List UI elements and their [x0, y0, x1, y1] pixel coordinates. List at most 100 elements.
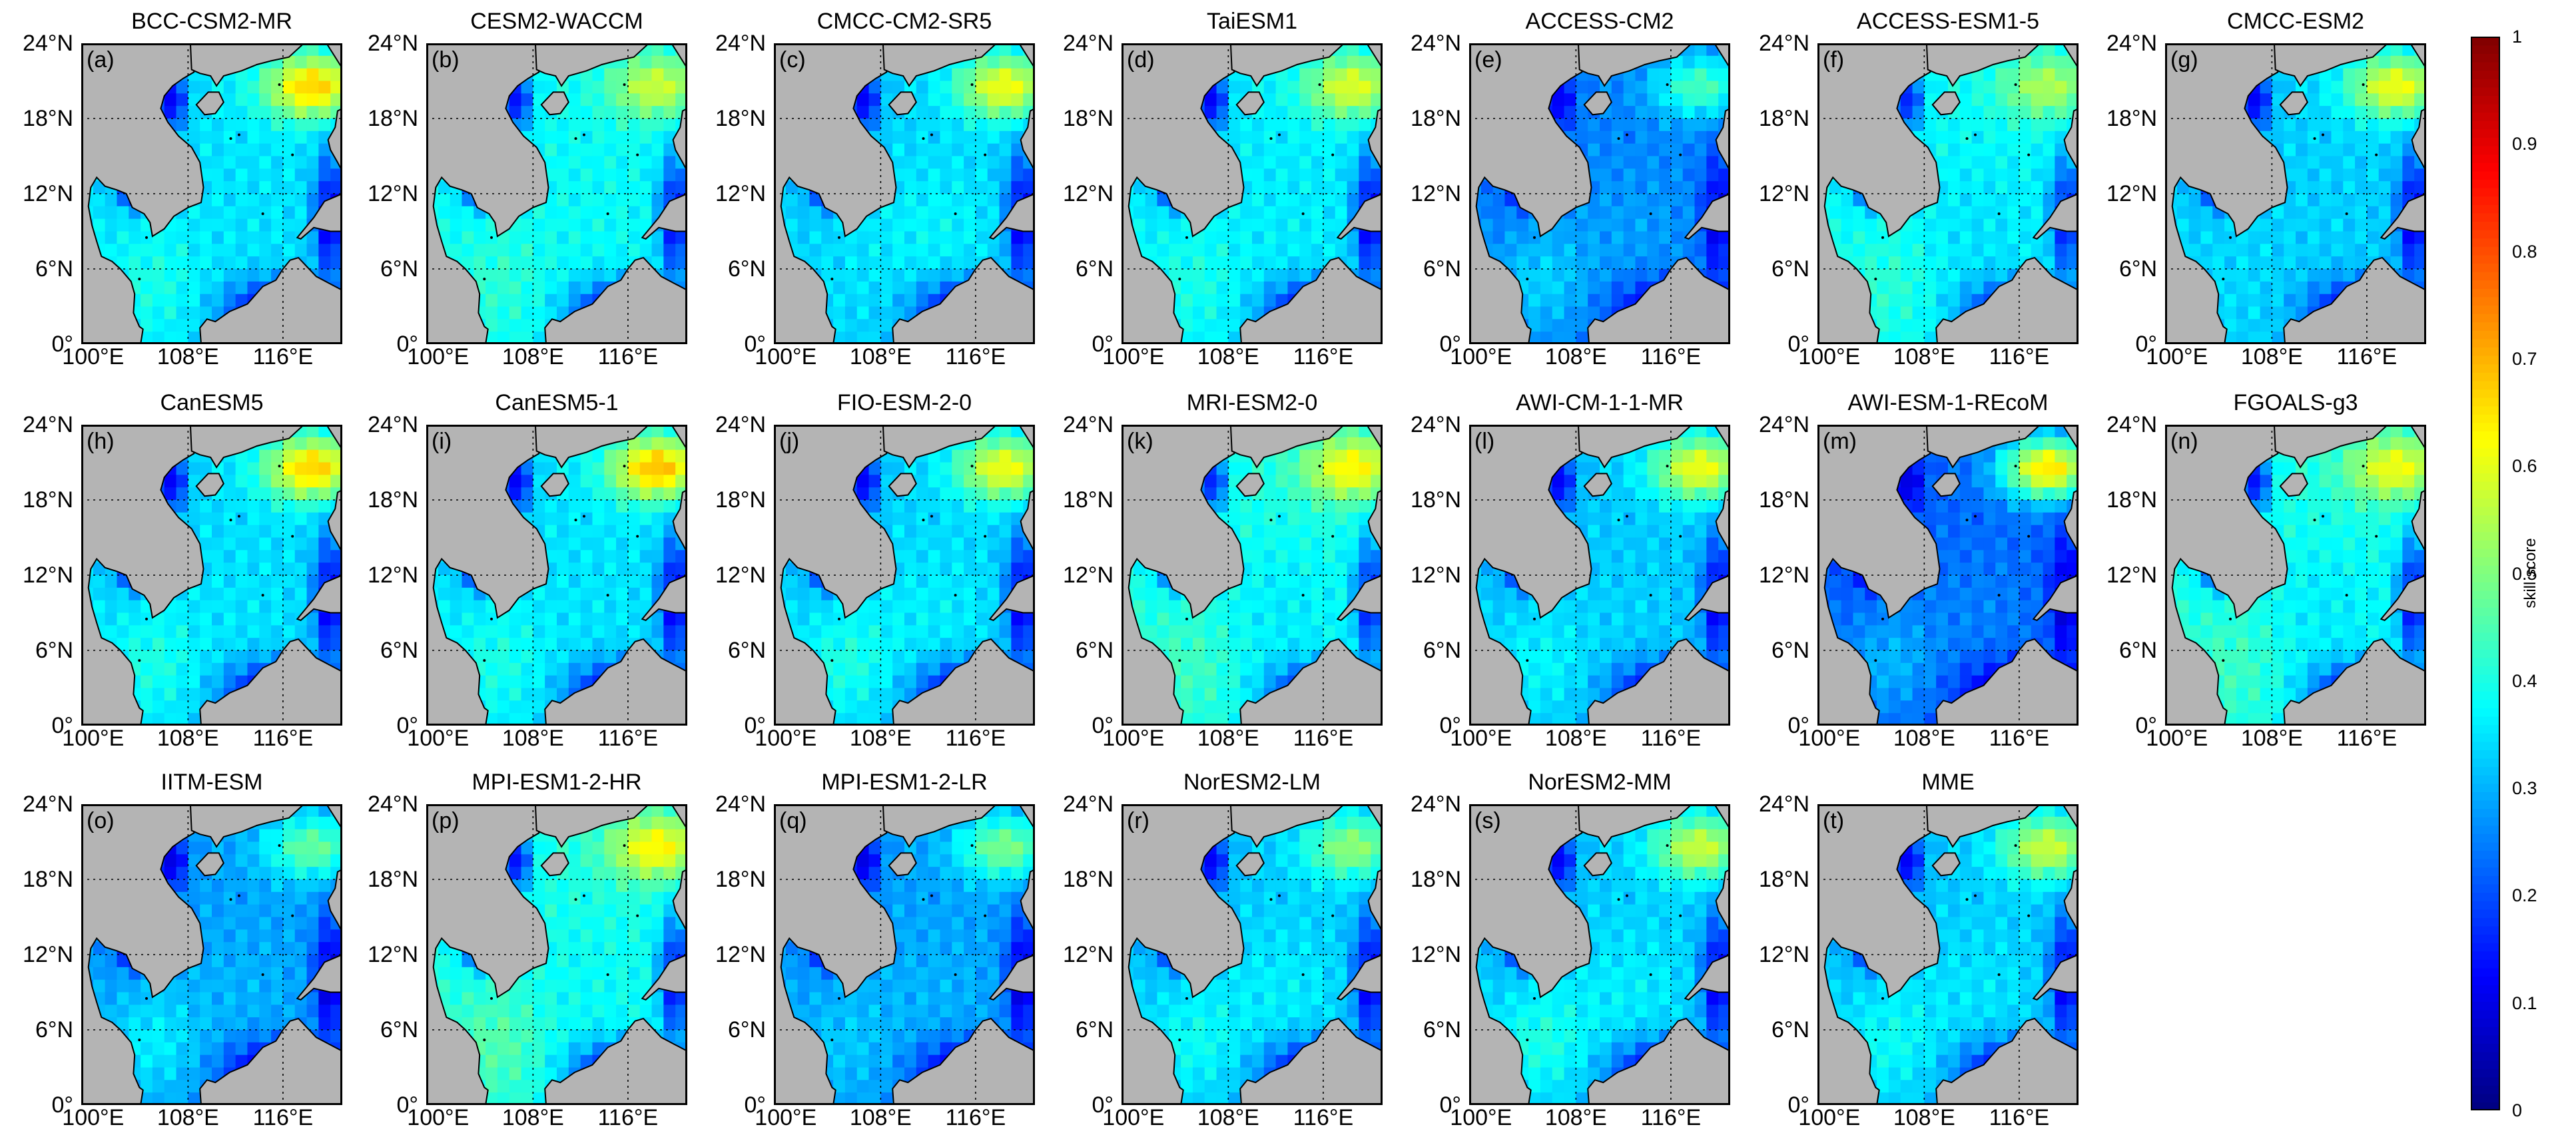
colorbar-gradient: [2471, 37, 2500, 1111]
latitude-tick-label: 6°N: [1423, 256, 1461, 282]
longitude-tick-label: 116°E: [597, 1105, 659, 1130]
latitude-tick-label: 6°N: [1075, 256, 1114, 282]
graticule: [1122, 43, 1383, 344]
longitude-tick-label: 108°E: [849, 344, 912, 369]
panel-title: ACCESS-ESM1-5: [1857, 9, 2039, 34]
map-panel: AWI-ESM-1-REcoM 24°N 18°N 12°N 6°N 0° 100°E 108…: [1736, 385, 2104, 759]
latitude-tick-label: 0°: [744, 1092, 766, 1118]
longitude-tick-label: 100°E: [2146, 344, 2208, 369]
map-frame: [1469, 804, 1730, 1105]
skill-score-map: (p): [426, 804, 687, 1105]
latitude-tick-label: 24°N: [23, 412, 73, 437]
colorbar-tick-label: 0.8: [2512, 241, 2537, 262]
latitude-tick-label: 12°N: [23, 563, 73, 588]
longitude-tick-label: 108°E: [2240, 344, 2303, 369]
panel-title: NorESM2-MM: [1528, 770, 1672, 795]
map-frame: [1469, 43, 1730, 344]
latitude-tick-label: 0°: [396, 332, 418, 357]
map-frame: [1817, 43, 2079, 344]
longitude-tick-label: 108°E: [157, 344, 219, 369]
graticule: [1469, 425, 1730, 726]
map-panel: MPI-ESM1-2-LR 24°N 18°N 12°N 6°N 0° 100°E 108°E…: [693, 764, 1060, 1138]
graticule: [1122, 425, 1383, 726]
latitude-tick-label: 24°N: [715, 412, 766, 437]
longitude-tick-label: 100°E: [62, 344, 125, 369]
panel-title: AWI-CM-1-1-MR: [1516, 390, 1684, 415]
longitude-tick-label: 108°E: [1197, 1105, 1259, 1130]
skill-score-map: (c): [774, 43, 1035, 344]
map-panel: NorESM2-MM 24°N 18°N 12°N 6°N 0° 100°E 108°E 116…: [1388, 764, 1756, 1138]
latitude-tick-label: 24°N: [368, 792, 418, 817]
map-panel: CanESM5-1 24°N 18°N 12°N 6°N 0° 100°E 108°E 116°…: [345, 385, 713, 759]
latitude-tick-label: 24°N: [1411, 412, 1461, 437]
colorbar-tick-label: 0.5: [2512, 563, 2537, 584]
skill-score-map: (m): [1817, 425, 2079, 726]
latitude-tick-label: 12°N: [368, 563, 418, 588]
graticule: [1469, 43, 1730, 344]
map-panel: FGOALS-g3 24°N 18°N 12°N 6°N 0° 100°E 108°E 116°…: [2084, 385, 2451, 759]
longitude-tick-label: 100°E: [1450, 1105, 1512, 1130]
graticule: [81, 43, 342, 344]
longitude-tick-label: 100°E: [62, 1105, 125, 1130]
panel-letter: (m): [1823, 429, 1857, 454]
latitude-tick-label: 6°N: [2118, 638, 2157, 663]
latitude-tick-label: 18°N: [2106, 106, 2157, 131]
latitude-tick-label: 24°N: [1759, 412, 1809, 437]
longitude-tick-label: 108°E: [1197, 726, 1259, 751]
latitude-tick-label: 0°: [744, 713, 766, 738]
colorbar-label: skill score: [2521, 538, 2539, 608]
latitude-tick-label: 0°: [1439, 713, 1461, 738]
latitude-tick-label: 12°N: [715, 181, 766, 206]
latitude-tick-label: 12°N: [715, 942, 766, 967]
longitude-tick-label: 108°E: [501, 726, 564, 751]
longitude-tick-label: 108°E: [501, 1105, 564, 1130]
latitude-tick-label: 12°N: [368, 181, 418, 206]
longitude-tick-label: 116°E: [945, 1105, 1006, 1130]
map-panel: TaiESM1 24°N 18°N 12°N 6°N 0° 100°E 108°E 116°E (…: [1040, 3, 1408, 377]
latitude-tick-label: 0°: [396, 713, 418, 738]
latitude-tick-label: 6°N: [1771, 1017, 1809, 1042]
panel-letter: (n): [2170, 429, 2198, 454]
graticule: [81, 425, 342, 726]
latitude-tick-label: 6°N: [727, 1017, 766, 1042]
latitude-tick-label: 12°N: [2106, 181, 2157, 206]
panel-title: BCC-CSM2-MR: [131, 9, 292, 34]
panel-letter: (q): [779, 808, 807, 833]
latitude-tick-label: 24°N: [2106, 412, 2157, 437]
colorbar-tick-label: 0.9: [2512, 134, 2537, 154]
map-frame: [2165, 425, 2426, 726]
colorbar-tick-label: 1: [2512, 27, 2523, 47]
latitude-tick-label: 12°N: [1411, 181, 1461, 206]
latitude-tick-label: 18°N: [1759, 106, 1809, 131]
panel-letter: (e): [1474, 47, 1502, 73]
longitude-tick-label: 100°E: [1450, 344, 1512, 369]
map-panel: ACCESS-CM2 24°N 18°N 12°N 6°N 0° 100°E 108°E 116…: [1388, 3, 1756, 377]
longitude-tick-label: 100°E: [407, 1105, 470, 1130]
longitude-tick-label: 100°E: [755, 344, 817, 369]
latitude-tick-label: 12°N: [715, 563, 766, 588]
graticule: [2165, 425, 2426, 726]
latitude-tick-label: 0°: [2135, 332, 2157, 357]
panel-title: NorESM2-LM: [1183, 770, 1321, 795]
skill-score-map: (k): [1122, 425, 1383, 726]
latitude-tick-label: 12°N: [1063, 181, 1114, 206]
map-frame: [1122, 43, 1383, 344]
panel-letter: (p): [432, 808, 460, 833]
panel-letter: (g): [2170, 47, 2198, 73]
latitude-tick-label: 24°N: [23, 31, 73, 56]
longitude-tick-label: 116°E: [1640, 726, 1702, 751]
graticule: [426, 43, 687, 344]
panel-letter: (l): [1474, 429, 1494, 454]
longitude-tick-label: 116°E: [1640, 344, 1702, 369]
colorbar-tick-label: 0.4: [2512, 670, 2537, 691]
longitude-tick-label: 108°E: [2240, 726, 2303, 751]
latitude-tick-label: 18°N: [368, 487, 418, 513]
latitude-tick-label: 12°N: [368, 942, 418, 967]
graticule: [774, 43, 1035, 344]
longitude-tick-label: 116°E: [597, 344, 659, 369]
panel-title: MME: [1921, 770, 1975, 795]
longitude-tick-label: 116°E: [945, 726, 1006, 751]
latitude-tick-label: 0°: [51, 713, 73, 738]
graticule: [2165, 43, 2426, 344]
